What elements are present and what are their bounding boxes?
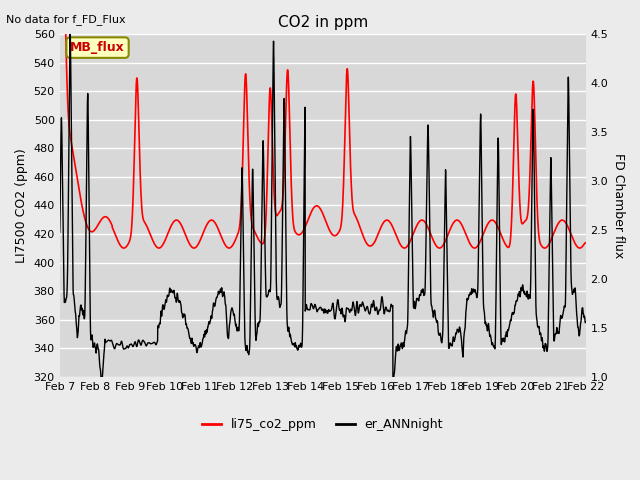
Y-axis label: FD Chamber flux: FD Chamber flux	[612, 153, 625, 258]
Title: CO2 in ppm: CO2 in ppm	[278, 15, 368, 30]
Text: MB_flux: MB_flux	[70, 41, 125, 54]
Text: No data for f_FD_Flux: No data for f_FD_Flux	[6, 14, 126, 25]
Legend: li75_co2_ppm, er_ANNnight: li75_co2_ppm, er_ANNnight	[197, 413, 448, 436]
Y-axis label: LI7500 CO2 (ppm): LI7500 CO2 (ppm)	[15, 148, 28, 263]
